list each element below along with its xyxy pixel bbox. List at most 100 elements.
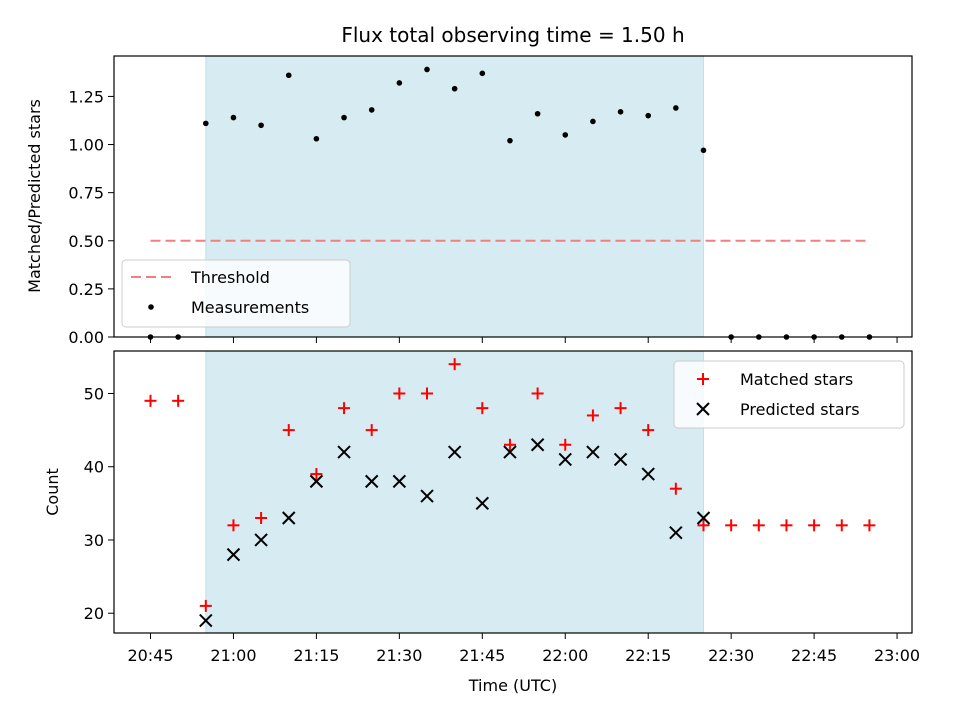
x-tick-label: 22:45: [791, 646, 837, 665]
x-tick-label: 22:30: [708, 646, 754, 665]
measurement-point: [534, 110, 541, 117]
matched-star-point: [669, 482, 682, 495]
x-axis-label: Time (UTC): [468, 676, 557, 695]
matched-star-point: [393, 387, 406, 400]
top-y-tick-label: 1.25: [68, 87, 104, 106]
bottom-y-axis-label: Count: [43, 468, 62, 516]
measurement-point: [507, 137, 513, 144]
bottom-legend: Matched stars Predicted stars: [673, 360, 905, 429]
bottom-y-tick-label: 40: [84, 458, 104, 477]
predicted-star-point: [420, 489, 434, 503]
matched-star-point: [863, 519, 876, 532]
top-y-tick-label: 1.00: [68, 136, 104, 155]
predicted-star-point: [641, 467, 655, 481]
matched-star-point: [310, 468, 323, 481]
matched-star-point: [780, 519, 793, 532]
top-y-axis-label: Matched/Predicted stars: [25, 99, 44, 293]
matched-star-point: [338, 402, 351, 415]
predicted-star-point: [696, 511, 711, 525]
top-panel: Flux total observing time = 1.50 h 0.00 0…: [25, 23, 913, 347]
top-chart-title: Flux total observing time = 1.50 h: [341, 23, 684, 47]
measurement-point: [368, 107, 375, 113]
measurement-point: [673, 105, 679, 111]
predicted-star-point: [337, 445, 351, 459]
measurements-legend-label: Measurements: [191, 298, 309, 317]
x-tick-label: 23:00: [874, 646, 920, 665]
bottom-y-tick-label: 50: [84, 384, 104, 403]
matched-star-point: [421, 387, 434, 400]
matched-star-point: [227, 519, 240, 532]
predicted-star-point: [392, 474, 407, 489]
top-plot-frame: [113, 55, 913, 338]
measurement-point: [396, 80, 403, 86]
matched-star-point: [586, 409, 599, 422]
bottom-y-tick-label: 30: [84, 531, 104, 550]
bottom-y-ticks: 20 30 40 50: [84, 384, 114, 623]
measurement-point: [313, 135, 320, 142]
x-tick-label: 22:00: [542, 646, 588, 665]
measurement-point: [479, 70, 486, 77]
matched-stars-legend-label: Matched stars: [740, 370, 853, 389]
top-y-tick-label: 0.50: [68, 232, 104, 251]
predicted-stars-legend-swatch: [696, 402, 710, 416]
x-tick-label: 21:45: [459, 646, 505, 665]
predicted-star-point: [613, 452, 628, 467]
matched-star-point: [255, 512, 268, 525]
measurement-point: [700, 147, 707, 154]
x-tick-label: 21:15: [293, 646, 339, 665]
predicted-star-point: [558, 452, 572, 467]
matched-star-point: [199, 599, 212, 612]
x-tick-label: 20:45: [127, 646, 173, 665]
matched-stars-points: [144, 358, 876, 612]
matched-star-point: [808, 519, 821, 532]
matched-star-point: [642, 424, 655, 437]
predicted-star-point: [669, 525, 683, 540]
measurement-point: [341, 114, 347, 121]
bottom-shaded-region: [205, 350, 705, 634]
matched-star-point: [172, 394, 185, 407]
measurement-point: [424, 66, 430, 73]
matched-star-point: [835, 519, 848, 532]
matched-star-point: [752, 519, 765, 532]
top-y-ticks: 0.00 0.25 0.50 0.75 1.00 1.25: [68, 87, 114, 347]
top-y-tick-label: 0.25: [68, 280, 104, 299]
top-legend-box: [121, 259, 351, 328]
bottom-x-ticks: 20:45 21:00 21:15 21:30 21:45 22:00 22:15 22:30…: [127, 633, 920, 665]
predicted-star-point: [226, 547, 241, 562]
matched-star-point: [725, 519, 738, 532]
predicted-star-point: [447, 445, 462, 459]
measurement-point: [617, 109, 624, 115]
matched-star-point: [531, 387, 544, 400]
measurement-point: [451, 85, 458, 92]
measurement-point: [590, 118, 596, 125]
matched-star-point: [697, 519, 710, 532]
measurement-point: [203, 120, 209, 127]
measurement-point: [258, 122, 264, 129]
predicted-stars-points: [199, 438, 711, 628]
predicted-star-point: [282, 511, 296, 525]
matched-star-point: [559, 438, 572, 451]
matched-star-point: [282, 424, 295, 437]
matched-star-point: [476, 402, 489, 415]
predicted-star-point: [199, 613, 213, 628]
predicted-star-point: [364, 474, 379, 489]
top-x-ticks: [149, 337, 898, 343]
predicted-star-point: [309, 474, 324, 489]
predicted-stars-legend-label: Predicted stars: [740, 400, 860, 419]
top-legend: Threshold Measurements: [121, 259, 351, 328]
bottom-legend-box: [673, 360, 905, 429]
matched-star-point: [144, 394, 157, 407]
x-tick-label: 22:15: [625, 646, 671, 665]
matched-star-point: [503, 438, 516, 451]
top-y-tick-label: 0.00: [68, 328, 104, 347]
matched-star-point: [614, 402, 627, 415]
predicted-star-point: [475, 496, 490, 511]
top-measurement-points: [147, 66, 873, 340]
bottom-y-tick-label: 20: [84, 604, 104, 623]
measurements-legend-swatch: [148, 304, 154, 310]
matched-stars-legend-swatch: [697, 373, 709, 385]
predicted-star-point: [586, 445, 600, 459]
x-tick-label: 21:00: [210, 646, 256, 665]
